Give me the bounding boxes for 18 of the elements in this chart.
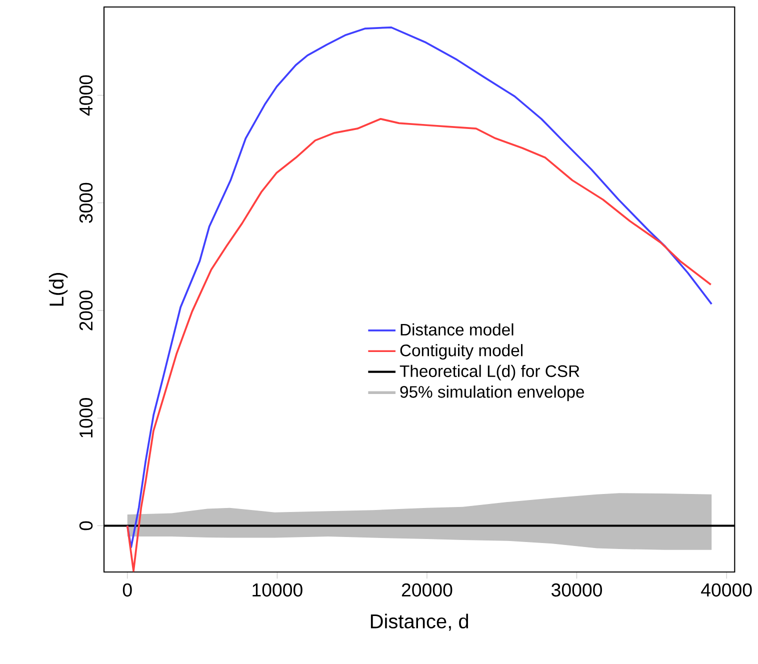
legend-label: 95% simulation envelope [400,386,584,402]
legend-label: Distance model [400,323,514,336]
y-tick-label: 4000 [79,75,93,116]
y-tick-label: 3000 [79,182,93,223]
y-tick-label: 0 [79,521,93,530]
y-axis-title: L(d) [48,272,68,306]
x-tick-label: 30000 [552,583,602,597]
line-series [126,118,712,572]
x-axis-title: Distance, d [370,614,468,631]
legend-label: Theoretical L(d) for CSR [400,364,580,380]
y-tick-label: 1000 [79,398,93,438]
legend-label: Contiguity model [400,344,522,360]
x-tick-label: 40000 [701,583,752,597]
line-series [126,26,713,548]
x-tick-label: 10000 [252,583,302,597]
y-tick-label: 2000 [79,290,93,330]
x-tick-label: 0 [122,583,132,597]
x-tick-label: 20000 [402,583,452,597]
